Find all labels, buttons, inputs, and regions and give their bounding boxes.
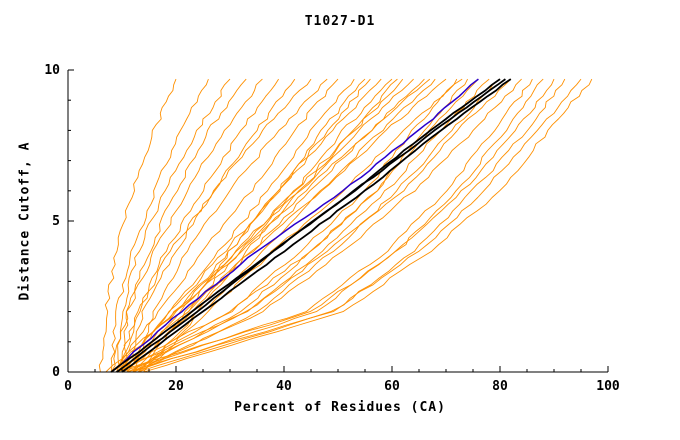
x-tick-label: 60	[384, 379, 400, 394]
model-curve	[110, 78, 414, 373]
highlighted-curve-black	[116, 78, 501, 373]
chart-title: T1027-D1	[304, 14, 376, 29]
model-curve	[137, 78, 436, 373]
model-curve	[137, 78, 501, 373]
model-curve	[127, 78, 582, 373]
y-tick-label: 5	[52, 214, 60, 229]
model-curve	[116, 78, 382, 373]
model-curve	[132, 78, 544, 373]
x-tick-label: 40	[276, 379, 292, 394]
x-tick-label: 100	[596, 379, 620, 394]
x-tick-label: 80	[492, 379, 508, 394]
model-curve	[116, 78, 447, 373]
model-curve	[110, 78, 339, 373]
model-curve	[143, 78, 463, 373]
x-axis-label: Percent of Residues (CA)	[234, 400, 446, 415]
model-curve	[116, 78, 555, 373]
highlighted-curve-black	[121, 78, 512, 373]
model-curve	[116, 78, 312, 373]
x-tick-label: 0	[64, 379, 72, 394]
model-curve	[121, 78, 533, 373]
model-curve	[143, 78, 593, 373]
model-curve	[121, 78, 279, 373]
model-curve	[121, 78, 355, 373]
model-curve	[110, 78, 479, 373]
model-curve	[116, 78, 231, 373]
model-curve	[110, 78, 209, 373]
model-curve	[110, 78, 263, 373]
model-curve	[116, 78, 512, 373]
model-curve	[98, 78, 177, 373]
model-curve	[126, 78, 296, 373]
y-tick-label: 0	[52, 365, 60, 380]
model-curve	[132, 78, 522, 373]
highlighted-curve-blue	[110, 78, 479, 373]
model-curve	[105, 78, 431, 373]
x-tick-label: 20	[168, 379, 184, 394]
y-tick-label: 10	[44, 63, 60, 78]
